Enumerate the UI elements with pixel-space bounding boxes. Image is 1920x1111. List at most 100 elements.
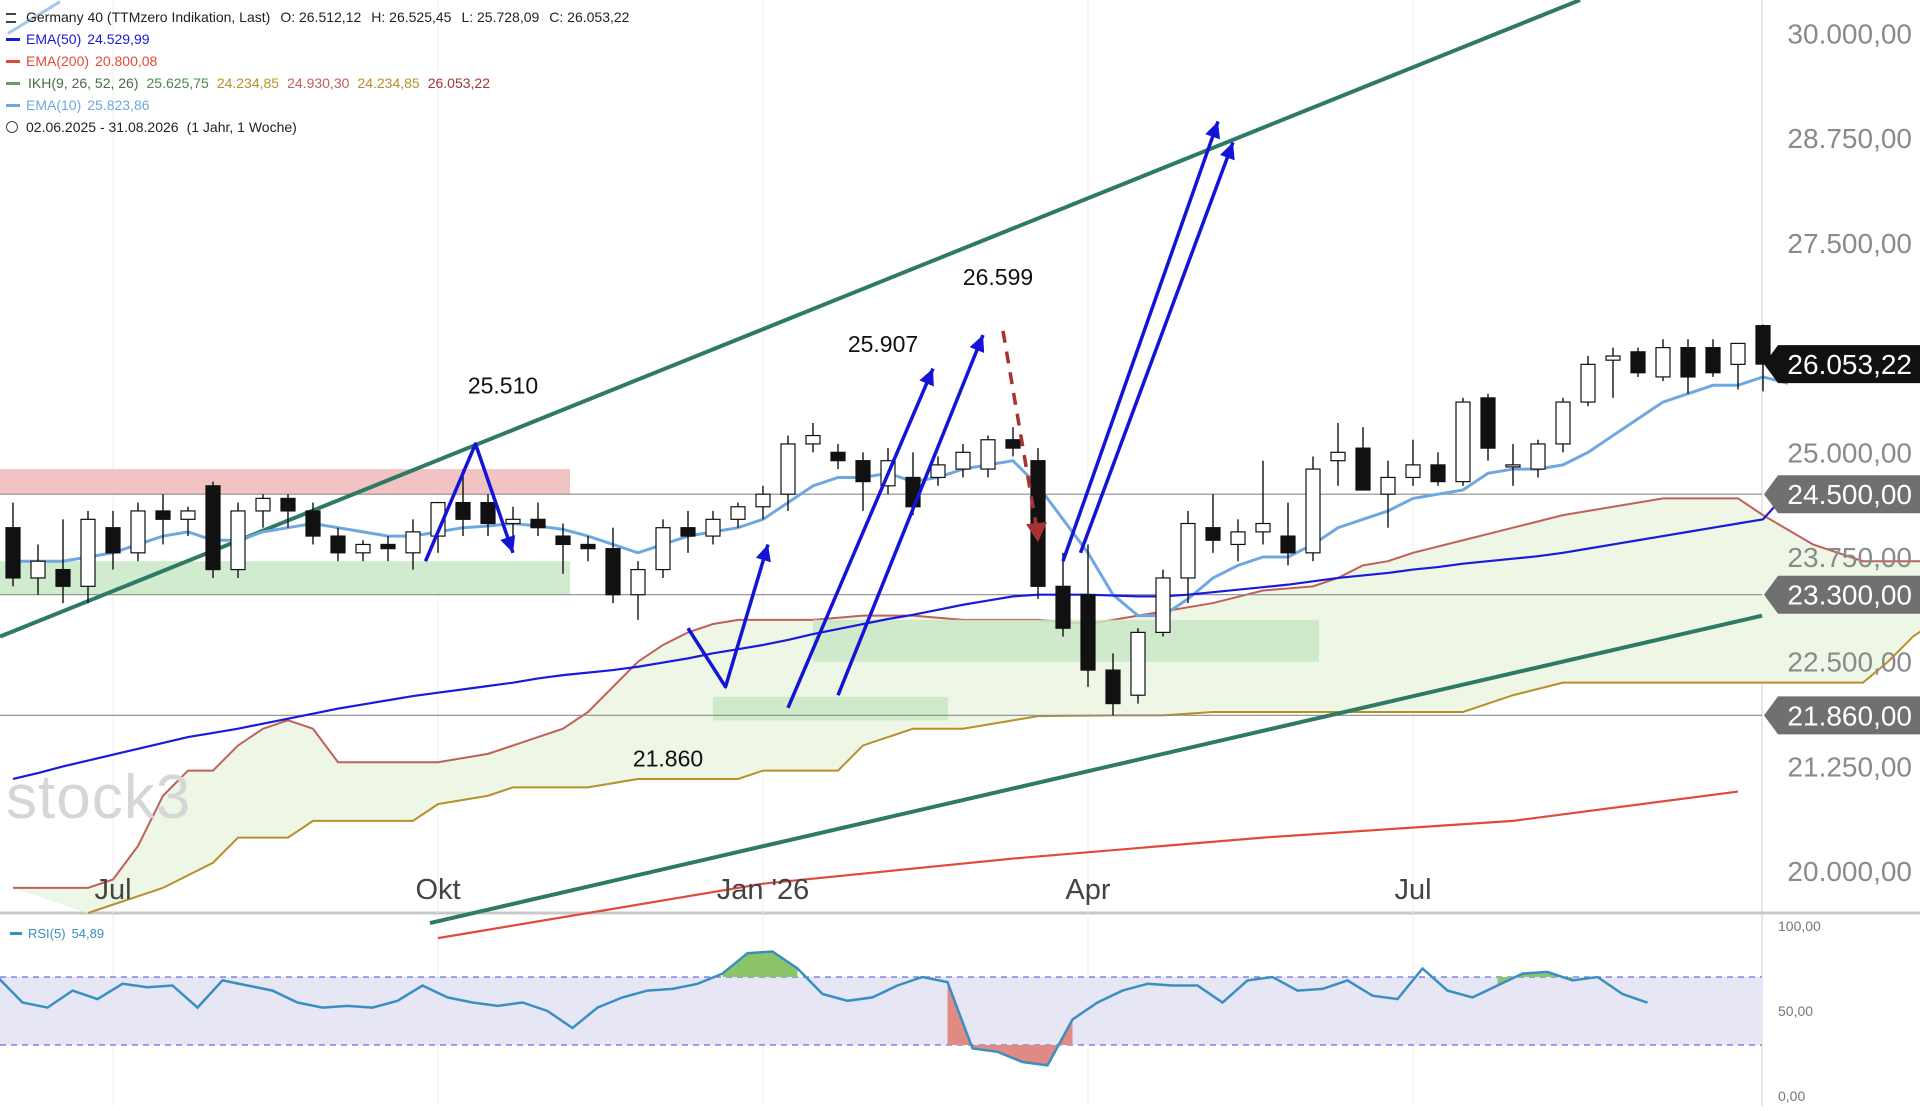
candle xyxy=(805,422,821,453)
candle-body xyxy=(755,493,771,508)
x-tick-label: Apr xyxy=(1065,874,1110,906)
rsi-tick-label: 0,00 xyxy=(1778,1088,1805,1104)
candle-body xyxy=(1730,342,1746,365)
candle-body xyxy=(55,568,71,587)
candle xyxy=(155,494,171,545)
candle xyxy=(1605,347,1621,398)
candle xyxy=(305,502,321,545)
candle xyxy=(80,510,96,604)
candle xyxy=(1280,502,1296,566)
date-range: 02.06.2025 - 31.08.2026 xyxy=(26,119,179,135)
candle-body xyxy=(1080,594,1096,671)
candle xyxy=(55,519,71,604)
price-annotation: 26.599 xyxy=(963,264,1033,290)
arrow-head xyxy=(969,335,985,354)
chart-legend: Germany 40 (TTMzero Indikation, Last) O:… xyxy=(6,6,629,138)
candle-body xyxy=(1455,401,1471,483)
candle xyxy=(180,506,196,537)
ema10-value: 25.823,86 xyxy=(87,97,150,113)
price-annotation: 21.860 xyxy=(633,745,703,771)
rsi-overbought-fill xyxy=(722,951,798,977)
x-tick-label: Jul xyxy=(94,874,131,906)
legend-ema50[interactable]: EMA(50) 24.529,99 xyxy=(6,28,629,50)
candle-body xyxy=(80,518,96,587)
senkou-b-line xyxy=(87,630,1920,914)
candle-body xyxy=(105,527,121,554)
candle xyxy=(705,510,721,545)
downward-dashed-arrow xyxy=(1001,330,1040,537)
candle xyxy=(1230,519,1246,562)
candle xyxy=(1330,422,1346,486)
candle-body xyxy=(1555,401,1571,445)
candle-body xyxy=(380,543,396,550)
ichimoku-value: 25.625,75 xyxy=(146,75,209,91)
ema200-swatch xyxy=(6,59,20,63)
candle xyxy=(955,443,971,478)
candle-body xyxy=(455,501,471,520)
candle xyxy=(205,481,221,578)
candle-body xyxy=(1505,464,1521,468)
legend-ichimoku[interactable]: IKH(9, 26, 52, 26) 25.625,75 24.234,85 2… xyxy=(6,72,629,94)
legend-ema200[interactable]: EMA(200) 20.800,08 xyxy=(6,50,629,72)
candle-body xyxy=(1580,363,1596,403)
price-label-text: 26.053,22 xyxy=(1787,349,1912,380)
candle xyxy=(530,502,546,537)
channel-lower-line xyxy=(429,613,1763,926)
candle xyxy=(1130,628,1146,704)
ichimoku-value: 24.234,85 xyxy=(357,75,420,91)
candle xyxy=(1105,653,1121,716)
candle xyxy=(1705,339,1721,377)
y-tick-label: 23.750,00 xyxy=(1787,542,1912,573)
candle xyxy=(5,502,21,587)
candle xyxy=(630,561,646,620)
candle-body xyxy=(480,501,496,525)
range-note: (1 Jahr, 1 Woche) xyxy=(186,119,297,135)
candle xyxy=(405,519,421,570)
candle-body xyxy=(355,543,371,554)
legend-range[interactable]: 02.06.2025 - 31.08.2026 (1 Jahr, 1 Woche… xyxy=(6,116,629,138)
candle xyxy=(130,502,146,562)
cloud-fill xyxy=(13,498,1920,913)
candle-body xyxy=(605,548,621,596)
candle-body xyxy=(280,497,296,512)
level-price-label: 21.860,00 xyxy=(1764,696,1920,735)
candle-body xyxy=(230,510,246,571)
ohlc-low: L: 25.728,09 xyxy=(461,9,540,25)
candle-body xyxy=(705,518,721,537)
candle-body xyxy=(805,434,821,445)
ichimoku-label: IKH(9, 26, 52, 26) xyxy=(28,75,139,91)
arrow-head xyxy=(1205,121,1220,140)
candle xyxy=(555,523,571,574)
price-label-box xyxy=(1764,345,1920,384)
candle-body xyxy=(1055,585,1071,629)
ema50-swatch xyxy=(6,37,20,41)
candle-body xyxy=(530,518,546,529)
candle-body xyxy=(1655,347,1671,378)
candle xyxy=(280,494,296,528)
candle xyxy=(355,540,371,562)
candle-body xyxy=(830,451,846,462)
x-tick-label: Okt xyxy=(415,874,460,906)
candle-body xyxy=(855,460,871,483)
legend-ema10[interactable]: EMA(10) 25.823,86 xyxy=(6,94,629,116)
rsi-legend[interactable]: RSI(5) 54,89 xyxy=(10,926,104,941)
candle xyxy=(830,443,846,470)
menu-icon[interactable] xyxy=(6,13,16,23)
arrow-head xyxy=(1220,142,1235,161)
ema50-label: EMA(50) xyxy=(26,31,82,47)
candle-body xyxy=(955,451,971,470)
rsi-label: RSI(5) xyxy=(28,926,66,941)
candle-body xyxy=(30,560,46,579)
price-annotation: 25.907 xyxy=(848,331,918,357)
ohlc-close: C: 26.053,22 xyxy=(549,9,630,25)
ema200-value: 20.800,08 xyxy=(95,53,158,69)
candle xyxy=(1005,427,1021,457)
rsi-oversold-fill xyxy=(947,982,1073,1066)
ohlc-high: H: 26.525,45 xyxy=(371,9,452,25)
candle-body xyxy=(655,527,671,571)
candle xyxy=(1655,339,1671,382)
forecast-arrow xyxy=(786,367,935,709)
candle-body xyxy=(130,510,146,554)
candle-body xyxy=(1405,464,1421,479)
